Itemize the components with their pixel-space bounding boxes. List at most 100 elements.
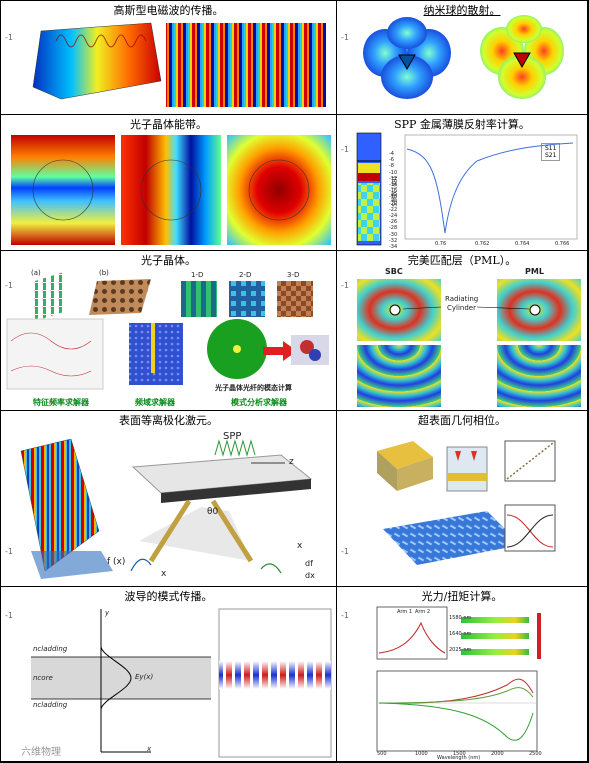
spp-ytick: -28 bbox=[389, 225, 398, 232]
caption-nanosphere: 纳米球的散射。 bbox=[423, 4, 501, 17]
spp-ytick: -10 bbox=[389, 169, 398, 176]
spp-ytick: -4 bbox=[389, 151, 394, 157]
caption-gaussian-wave: 高斯型电磁波的传播。 bbox=[113, 4, 224, 17]
arm1-label: Arm 1 bbox=[397, 609, 413, 615]
caption-waveguide: 波导的模式传播。 bbox=[124, 590, 213, 603]
n-core: ncore bbox=[33, 674, 53, 682]
arm2-label: Arm 2 bbox=[415, 609, 431, 615]
cell-pml: 完美匹配层（PML）。 -1 SBC PML Radiating Cylinde… bbox=[337, 251, 588, 411]
n-cladding-top: ncladding bbox=[33, 645, 68, 653]
waveguide-x: x bbox=[147, 745, 152, 753]
caption-spp: 表面等离极化激元。 bbox=[119, 414, 218, 427]
photonic-band-image bbox=[11, 135, 331, 245]
dim-3d: 3-D bbox=[287, 271, 300, 279]
cell-photonic-band: 光子晶体能带。 bbox=[1, 115, 337, 251]
cell-waveguide: 波导的模式传播。 -1 bbox=[1, 587, 337, 762]
paragraph-mark: -1 bbox=[5, 281, 13, 290]
spp-ytick: -24 bbox=[389, 213, 398, 219]
spp-label: SPP bbox=[223, 431, 242, 442]
dim-1d: 1-D bbox=[191, 271, 204, 279]
spp-ytick: -34 bbox=[389, 244, 398, 250]
paragraph-mark: -1 bbox=[341, 145, 349, 154]
caption-spp-reflectance: SPP 金属薄膜反射率计算。 bbox=[394, 118, 530, 131]
cell-optical-force: 光力/扭矩计算。 -1 Arm 1 Arm 2 1580 nm 1640 nm … bbox=[337, 587, 588, 762]
cell-spp: 表面等离极化激元。 -1 SPP θ0 z f (x) x x df bbox=[1, 411, 337, 587]
paragraph-mark: -1 bbox=[341, 33, 349, 42]
spp-ytick: -12 bbox=[389, 175, 398, 182]
caption-pml: 完美匹配层（PML）。 bbox=[407, 254, 517, 267]
dx-label: dx bbox=[305, 571, 315, 580]
nanosphere-image bbox=[363, 15, 564, 99]
panel-label-a: (a) bbox=[31, 269, 41, 277]
radiating-label: Radiating bbox=[445, 295, 479, 303]
frequency-domain-solver-label: 频域求解器 bbox=[135, 398, 175, 407]
cell-metasurface: 超表面几何相位。 -1 bbox=[337, 411, 588, 587]
wl-2: 1640 nm bbox=[449, 631, 472, 637]
n-cladding-bottom: ncladding bbox=[33, 701, 68, 709]
paragraph-mark: -1 bbox=[5, 611, 13, 620]
spp-curve bbox=[406, 142, 574, 234]
spp-xtick: 0.764 bbox=[515, 241, 530, 247]
theta-label: θ0 bbox=[207, 507, 219, 517]
metasurface-image bbox=[377, 440, 556, 565]
caption-photonic-band: 光子晶体能带。 bbox=[130, 118, 207, 131]
eigenfrequency-solver-label: 特征频率求解器 bbox=[33, 398, 89, 407]
x-label-left: x bbox=[161, 569, 167, 579]
spp-ytick: -32 bbox=[389, 237, 398, 244]
paragraph-mark: -1 bbox=[5, 547, 13, 556]
fx-label: f (x) bbox=[107, 557, 126, 567]
cell-photonic-crystal: 光子晶体。 -1 bbox=[1, 251, 337, 411]
optical-force-xtick: 2000 bbox=[491, 751, 504, 757]
spp-ytick: -22 bbox=[389, 206, 398, 213]
wl-3: 2025 nm bbox=[449, 647, 472, 653]
cell-gaussian-wave: 高斯型电磁波的传播。 -1 bbox=[1, 1, 337, 115]
cylinder-label: Cylinder bbox=[447, 304, 476, 312]
spp-ytick: -6 bbox=[389, 157, 394, 164]
optical-force-image bbox=[376, 606, 541, 752]
optical-force-xtick: 1500 bbox=[453, 751, 466, 757]
caption-photonic-crystal: 光子晶体。 bbox=[141, 254, 196, 267]
cell-spp-reflectance: SPP 金属薄膜反射率计算。 -1 S参数 (dB) -4 -6 -8 -10 -12-… bbox=[337, 115, 588, 251]
cell-nanosphere: 纳米球的散射。 -1 bbox=[337, 1, 588, 115]
waveguide-image bbox=[31, 608, 332, 758]
spp-curve-svg bbox=[406, 142, 574, 234]
optical-force-xtick: 500 bbox=[377, 751, 387, 757]
spp-image bbox=[20, 438, 313, 579]
spp-ytick: -14 bbox=[389, 182, 398, 188]
paragraph-mark: -1 bbox=[341, 547, 349, 556]
paragraph-mark: -1 bbox=[341, 611, 349, 620]
pml-image bbox=[357, 279, 581, 407]
gaussian-wave-image bbox=[32, 22, 326, 107]
caption-metasurface: 超表面几何相位。 bbox=[418, 414, 506, 427]
panel-label-b: (b) bbox=[99, 269, 109, 277]
field-ey-label: Ey(x) bbox=[135, 673, 154, 681]
spp-ytick: -16 bbox=[389, 188, 398, 195]
spp-ytick: -26 bbox=[389, 219, 398, 226]
paragraph-mark: -1 bbox=[5, 33, 13, 42]
spp-ytick: -30 bbox=[389, 231, 398, 238]
spp-ytick: -20 bbox=[389, 200, 398, 207]
photonic-crystal-image bbox=[6, 271, 329, 390]
spp-ytick: -18 bbox=[389, 194, 398, 201]
spp-legend: S11 S21 bbox=[541, 143, 561, 161]
spp-xtick: 0.766 bbox=[555, 241, 570, 247]
paragraph-mark: -1 bbox=[341, 281, 349, 290]
dim-2d: 2-D bbox=[239, 271, 252, 279]
pml-label: PML bbox=[525, 267, 544, 276]
x-label-right: x bbox=[297, 541, 303, 551]
caption-optical-force: 光力/扭矩计算。 bbox=[421, 590, 503, 603]
optical-force-xlabel: Wavelength (nm) bbox=[437, 755, 481, 761]
spp-ytick: -8 bbox=[389, 163, 394, 170]
waveguide-y: y bbox=[105, 609, 110, 617]
z-label: z bbox=[289, 457, 294, 467]
fiber-mode-caption: 光子晶体光纤的模态计算 bbox=[215, 384, 292, 392]
mode-analysis-solver-label: 模式分析求解器 bbox=[231, 398, 287, 407]
optical-force-xtick: 1000 bbox=[415, 751, 428, 757]
optical-force-xtick: 2500 bbox=[529, 751, 542, 757]
df-label: df bbox=[305, 559, 313, 568]
spp-xtick: 0.762 bbox=[475, 241, 490, 247]
watermark: 六维物理 bbox=[21, 747, 61, 758]
legend-s11: S11 bbox=[545, 145, 557, 152]
legend-s21: S21 bbox=[545, 152, 557, 159]
